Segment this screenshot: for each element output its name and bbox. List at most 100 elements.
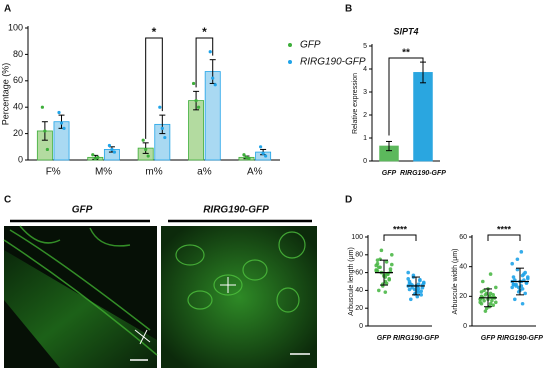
data-point xyxy=(419,293,424,297)
data-point xyxy=(93,157,97,161)
data-point xyxy=(407,281,412,286)
y-tick-label: 20 xyxy=(355,305,363,312)
data-point xyxy=(383,290,388,294)
y-axis-label: Percentage (%) xyxy=(0,63,10,126)
data-point xyxy=(488,301,493,306)
data-point xyxy=(406,277,411,281)
y-tick-label: 20 xyxy=(459,293,467,300)
y-axis-label: Arbuscule width (μm) xyxy=(452,249,459,315)
marker xyxy=(139,329,148,345)
image-title: RIRG190-GFP xyxy=(203,205,269,216)
data-point xyxy=(419,289,424,294)
data-point xyxy=(416,286,421,291)
data-point xyxy=(264,154,268,158)
x-tick-label: RIRG190-GFP xyxy=(400,170,446,177)
data-point xyxy=(211,76,215,80)
data-point xyxy=(491,293,496,297)
data-point xyxy=(112,150,117,154)
data-point xyxy=(377,288,381,293)
y-tick-label: 100 xyxy=(8,22,23,32)
chart-title: SlPT4 xyxy=(393,26,418,36)
data-point xyxy=(163,135,167,140)
y-tick-label: 2 xyxy=(363,112,367,119)
y-tick-label: 80 xyxy=(13,49,23,59)
significance-label: **** xyxy=(497,224,512,234)
y-tick-label: 20 xyxy=(13,128,23,138)
data-point xyxy=(520,273,525,278)
data-point xyxy=(490,298,494,303)
bar xyxy=(413,72,433,162)
data-point xyxy=(494,285,498,290)
data-point xyxy=(519,250,524,254)
root-tissue xyxy=(4,250,157,368)
hypha xyxy=(3,225,158,356)
panel-label: B xyxy=(345,4,352,15)
data-point xyxy=(146,154,150,158)
data-point xyxy=(196,105,201,109)
data-point xyxy=(411,273,416,278)
data-point xyxy=(523,270,527,275)
x-tick-label: A% xyxy=(247,167,263,178)
data-point xyxy=(483,309,488,313)
cells xyxy=(175,231,306,313)
data-point xyxy=(415,294,420,299)
y-axis-label: Arbuscule length (μm) xyxy=(348,247,355,316)
significance-bracket xyxy=(383,234,417,241)
data-point xyxy=(513,297,517,302)
data-point xyxy=(384,260,389,264)
data-point xyxy=(379,248,384,253)
panel-label: D xyxy=(345,195,352,206)
y-tick-label: 0 xyxy=(363,158,367,165)
data-point xyxy=(515,267,520,272)
data-point xyxy=(59,121,64,125)
data-point xyxy=(390,262,394,267)
data-point xyxy=(510,285,514,290)
data-point xyxy=(515,257,520,262)
data-point xyxy=(410,285,414,290)
data-point xyxy=(261,151,265,155)
data-point xyxy=(387,277,392,281)
data-point xyxy=(62,126,66,130)
y-tick-label: 0 xyxy=(463,323,467,330)
data-point xyxy=(511,275,516,279)
data-point xyxy=(374,263,379,268)
data-point xyxy=(409,297,413,302)
y-tick-label: 100 xyxy=(351,234,363,241)
data-point xyxy=(481,279,485,284)
data-point xyxy=(96,155,100,159)
significance-label: **** xyxy=(393,224,408,234)
data-point xyxy=(478,300,483,305)
legend-label: GFP xyxy=(300,40,321,51)
data-point xyxy=(160,126,164,130)
data-point xyxy=(384,272,389,277)
data-point xyxy=(247,157,251,161)
data-point xyxy=(244,155,249,159)
panel-label: C xyxy=(4,195,11,206)
data-point xyxy=(40,105,44,109)
y-tick-label: 60 xyxy=(355,269,363,276)
panel-label: A xyxy=(4,4,11,15)
y-tick-label: 3 xyxy=(363,89,367,96)
data-point xyxy=(213,83,217,87)
data-point xyxy=(511,282,516,287)
data-point xyxy=(242,153,246,157)
legend-label: RIRG190-GFP xyxy=(300,57,366,68)
data-point xyxy=(406,270,411,275)
image-title: GFP xyxy=(72,205,93,216)
data-point xyxy=(390,253,394,257)
data-point xyxy=(510,261,514,266)
x-tick-label: a% xyxy=(197,167,212,178)
significance-label: * xyxy=(152,25,157,39)
bar xyxy=(204,71,221,161)
data-point xyxy=(526,275,530,279)
data-point xyxy=(91,153,95,157)
data-point xyxy=(520,301,525,306)
data-point xyxy=(57,110,61,115)
data-point xyxy=(388,267,393,271)
legend-marker xyxy=(288,43,292,47)
significance-bracket xyxy=(388,57,424,136)
y-tick-label: 1 xyxy=(363,135,367,142)
significance-label: ** xyxy=(402,48,410,59)
data-point xyxy=(43,129,47,133)
y-tick-label: 60 xyxy=(459,234,467,241)
